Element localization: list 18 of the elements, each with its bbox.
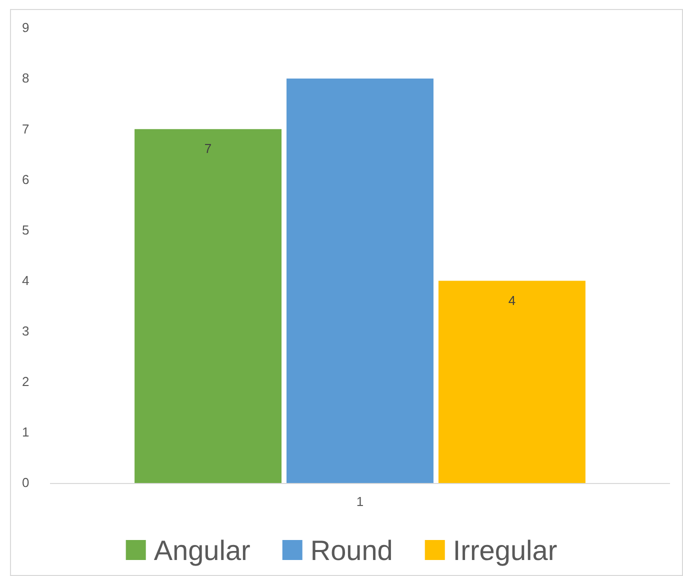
legend-label: Irregular xyxy=(452,535,558,566)
y-tick-label: 2 xyxy=(22,374,30,390)
y-tick-label: 8 xyxy=(22,70,30,86)
bar xyxy=(134,129,282,483)
y-tick-label: 7 xyxy=(22,121,30,136)
y-tick-label: 9 xyxy=(22,20,30,36)
y-tick-label: 5 xyxy=(22,222,30,238)
legend-label: Angular xyxy=(154,535,250,566)
data-label: 4 xyxy=(508,292,516,308)
y-tick-label: 3 xyxy=(22,323,30,338)
y-tick-label: 1 xyxy=(22,424,30,440)
data-label: 7 xyxy=(204,141,212,156)
bar xyxy=(438,280,586,483)
y-tick-label: 4 xyxy=(22,272,30,288)
y-tick-label: 0 xyxy=(22,475,30,490)
y-tick-label: 6 xyxy=(22,172,30,187)
legend-label: Round xyxy=(310,535,393,566)
bar xyxy=(286,78,434,483)
